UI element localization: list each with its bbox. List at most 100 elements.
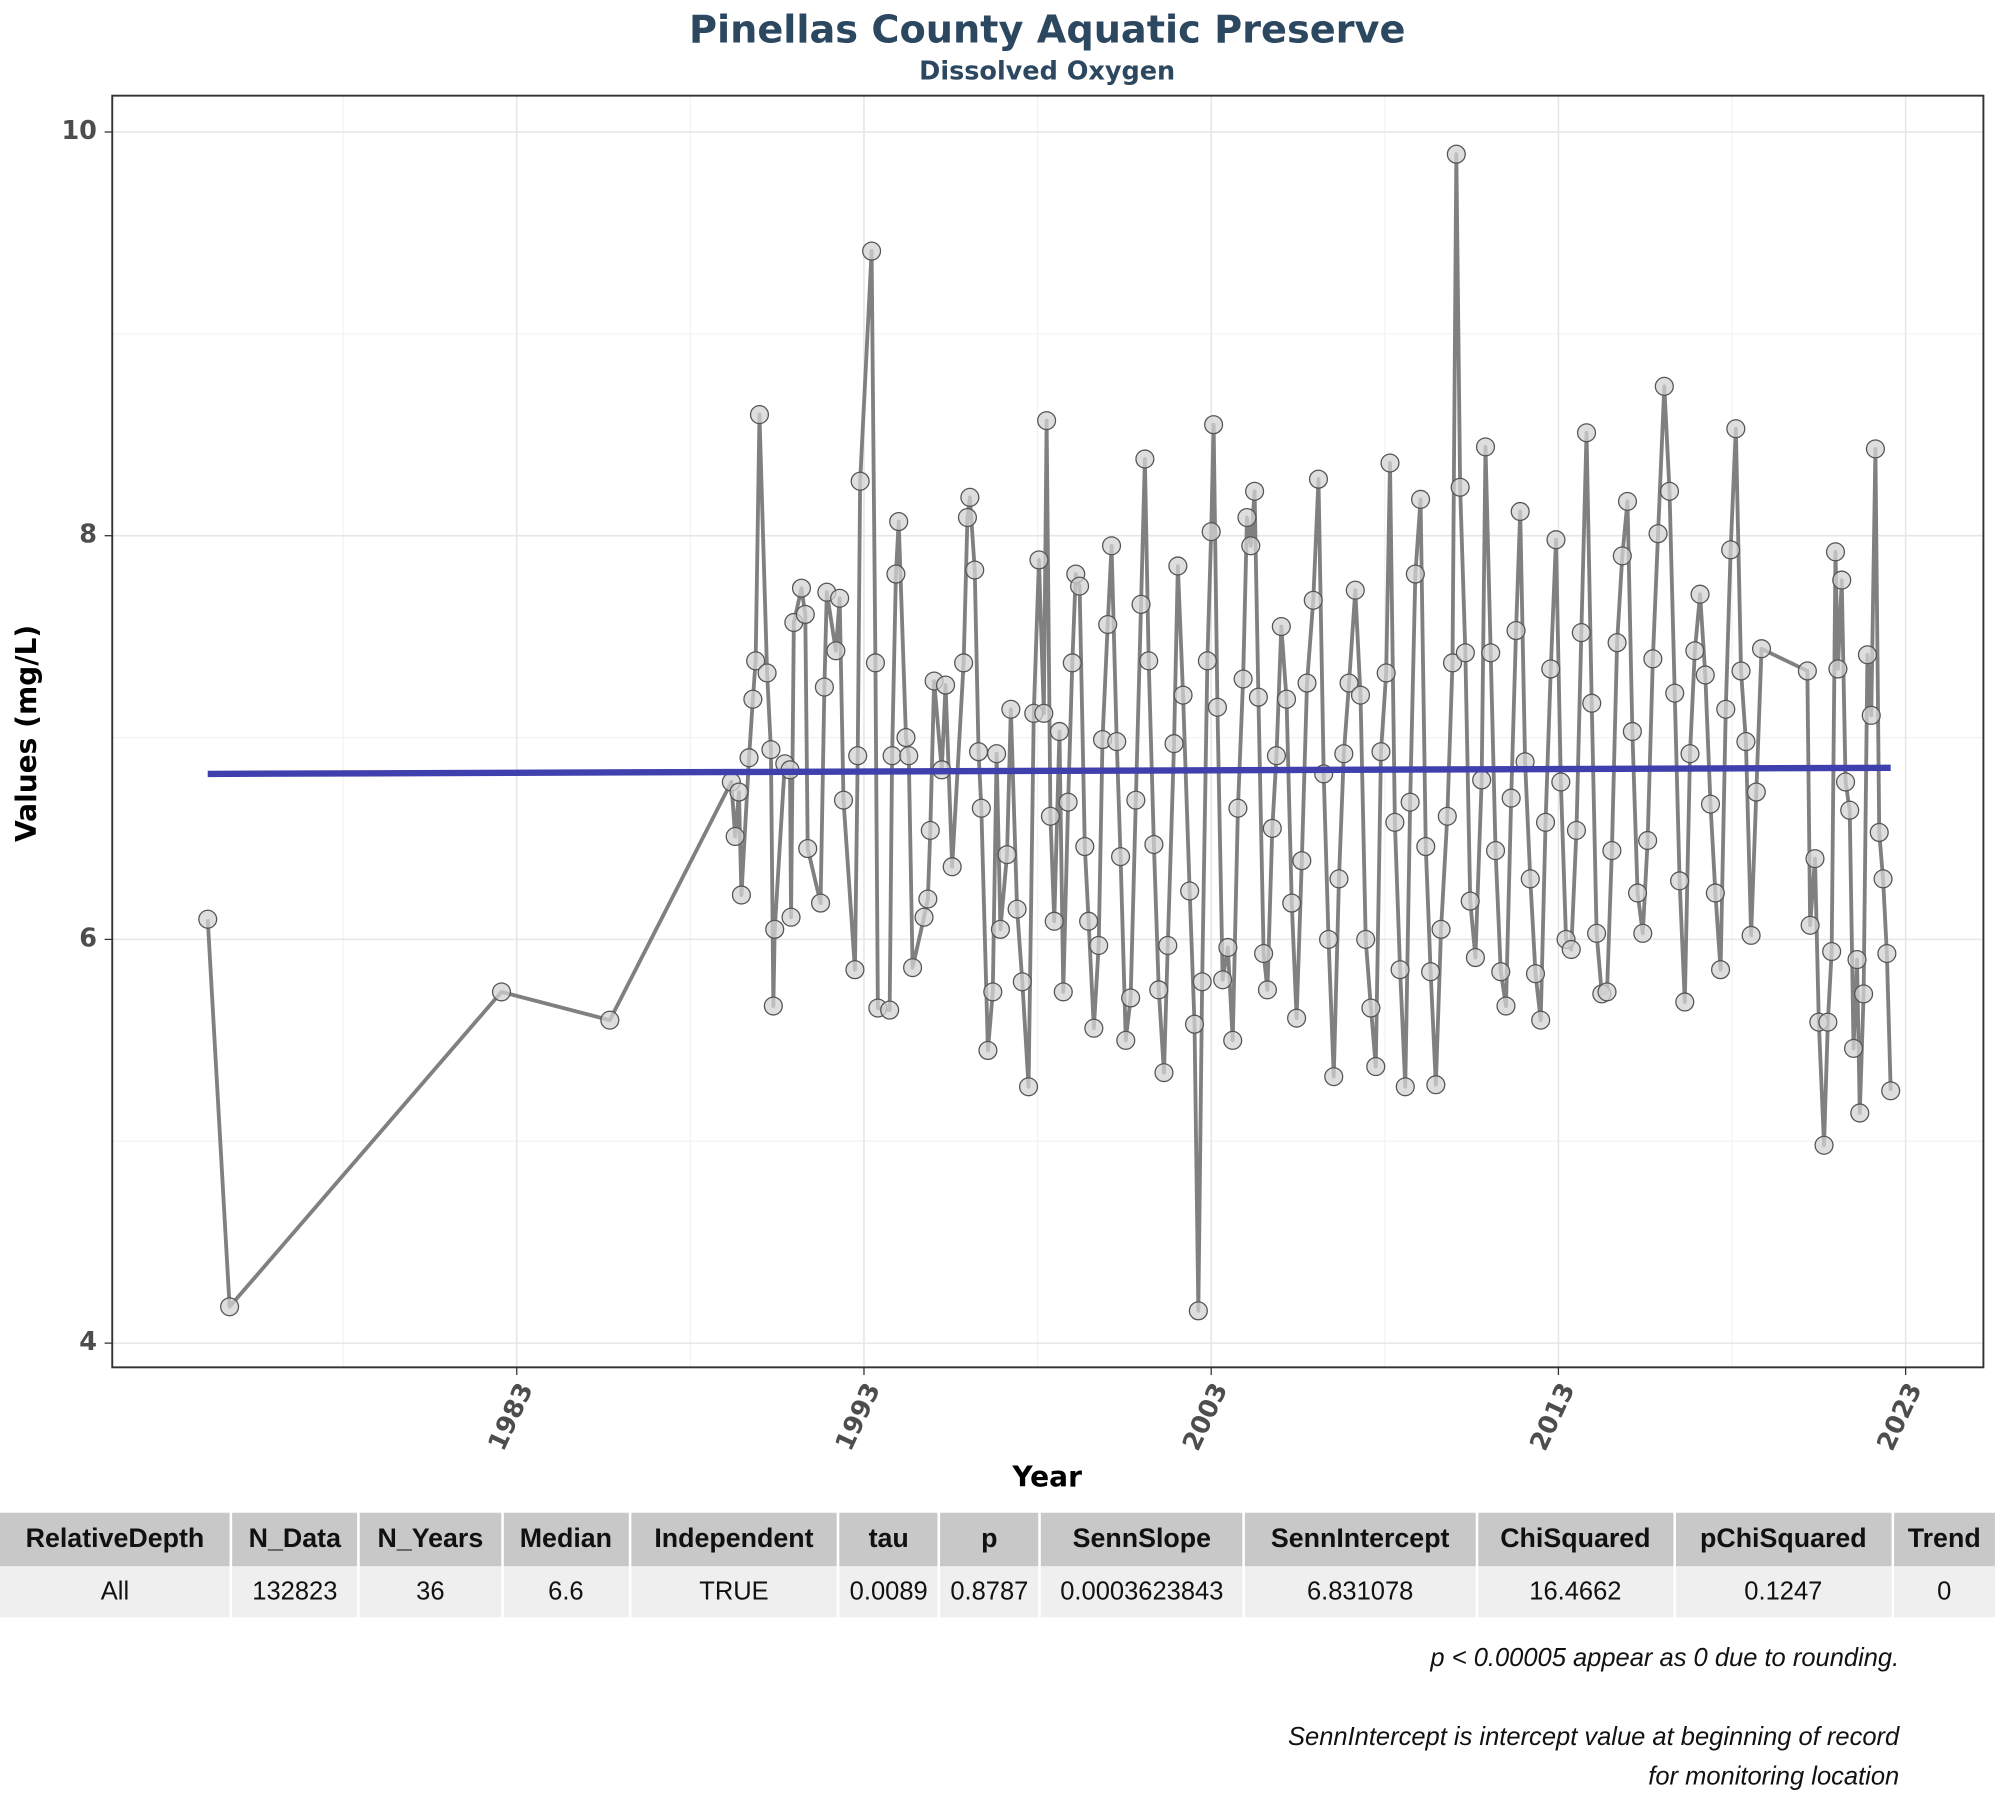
data-point	[1049, 721, 1070, 742]
data-point	[1116, 1030, 1136, 1050]
data-point	[1139, 651, 1159, 671]
data-point	[757, 663, 777, 683]
data-point	[1566, 820, 1587, 840]
note: p < 0.00005 appear as 0 due to rounding.	[1430, 1644, 1900, 1673]
data-point	[850, 471, 870, 491]
data-point	[1070, 576, 1090, 596]
chart: Pinellas County Aquatic Preserve Dissolv…	[10, 7, 1985, 1493]
data-point	[983, 982, 1003, 1002]
data-point	[1426, 1075, 1446, 1095]
data-point	[1828, 659, 1848, 679]
data-point	[954, 653, 974, 673]
data-point	[1007, 899, 1027, 919]
data-point	[942, 857, 962, 877]
data-point	[1197, 651, 1217, 671]
data-point	[1602, 841, 1622, 861]
data-point	[763, 996, 783, 1016]
data-point	[899, 746, 919, 766]
data-point	[1318, 929, 1339, 949]
data-point	[1460, 891, 1480, 911]
data-point	[791, 578, 812, 598]
data-point	[903, 958, 923, 978]
data-point	[1204, 415, 1224, 435]
data-point	[1075, 836, 1095, 857]
data-point	[1877, 943, 1897, 964]
data-point	[1416, 836, 1436, 857]
data-point	[1442, 653, 1463, 673]
data-point	[1857, 645, 1877, 665]
data-point	[1207, 697, 1228, 717]
data-point	[1131, 594, 1151, 614]
plot-border	[111, 94, 1985, 1369]
data-point	[1079, 911, 1099, 931]
data-point	[848, 746, 868, 766]
data-point	[1736, 732, 1756, 752]
data-point	[971, 798, 991, 818]
data-point	[1400, 792, 1420, 812]
data-point	[1324, 1067, 1344, 1087]
data-point	[1576, 423, 1597, 443]
table-cell: 0.8787	[940, 1566, 1039, 1618]
table-cell: 0	[1893, 1566, 1995, 1618]
stats-table: RelativeDepth N_Data N_Years Median Independ…	[0, 1512, 1997, 1618]
data-point	[997, 845, 1017, 865]
data-point	[1098, 614, 1118, 635]
data-point	[1405, 564, 1425, 584]
data-point	[1510, 501, 1530, 522]
data-point	[1121, 988, 1141, 1008]
data-point	[795, 604, 815, 624]
data-point	[198, 909, 218, 929]
data-point	[1366, 1057, 1386, 1077]
data-point	[1431, 919, 1451, 939]
column-header: SennIntercept	[1245, 1512, 1476, 1567]
data-point	[1371, 742, 1391, 762]
data-point	[1485, 841, 1506, 861]
data-point	[1455, 643, 1475, 663]
data-point	[1223, 1030, 1243, 1050]
data-point	[1303, 590, 1323, 610]
x-tick-label: 2013	[1524, 1378, 1581, 1455]
data-point	[1850, 1103, 1870, 1123]
data-point	[1881, 1081, 1901, 1101]
data-point	[1361, 998, 1381, 1018]
y-tick-label: 10	[61, 116, 97, 146]
table-cell: TRUE	[630, 1566, 838, 1618]
data-point	[731, 885, 751, 905]
column-header: N_Years	[359, 1512, 501, 1567]
data-point	[1751, 639, 1772, 659]
data-point	[1144, 834, 1164, 855]
data-point	[1385, 812, 1405, 832]
data-point	[1308, 469, 1329, 489]
data-point	[1245, 481, 1265, 501]
data-point	[1292, 851, 1312, 871]
x-tick-label: 1983	[482, 1378, 539, 1455]
data-point	[1149, 980, 1169, 1000]
data-point	[1101, 536, 1122, 556]
data-point	[1029, 550, 1049, 570]
data-point	[833, 790, 854, 810]
data-point	[1450, 477, 1470, 497]
data-point	[880, 1000, 900, 1020]
y-tick-label: 6	[79, 923, 97, 953]
data-point	[1058, 792, 1078, 812]
column-header: SennSlope	[1040, 1512, 1243, 1567]
data-point	[1380, 453, 1400, 473]
data-point	[1472, 770, 1492, 790]
data-point	[830, 588, 850, 608]
trend-line	[207, 764, 1891, 778]
x-axis-title: Year	[1011, 1460, 1082, 1493]
data-point	[1233, 669, 1253, 689]
column-header: N_Data	[232, 1512, 358, 1567]
data-point	[1731, 661, 1751, 681]
data-point	[1551, 772, 1571, 792]
data-point	[1506, 621, 1526, 641]
data-point	[491, 982, 512, 1002]
data-point	[1869, 822, 1889, 842]
data-point	[1110, 847, 1131, 867]
data-point	[1266, 746, 1287, 766]
data-point	[1670, 871, 1690, 891]
data-point	[1665, 683, 1685, 703]
data-point	[1612, 546, 1632, 566]
data-point	[845, 960, 865, 980]
